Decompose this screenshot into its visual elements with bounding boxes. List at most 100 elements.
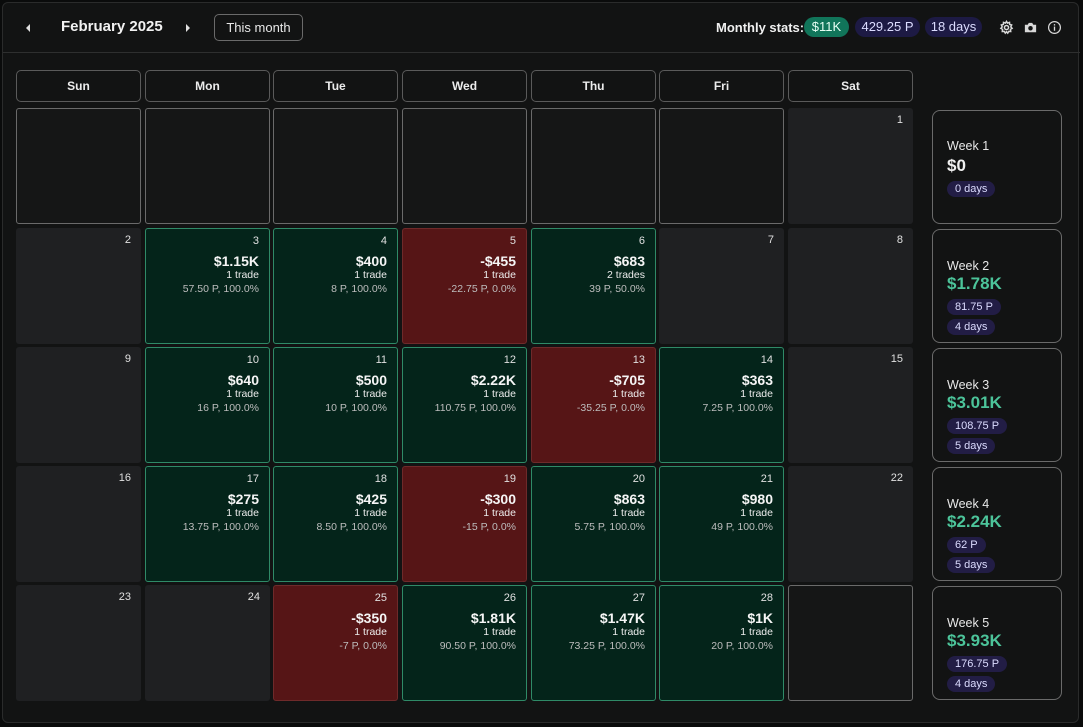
week-points-badge: 62 P xyxy=(947,537,986,553)
this-month-button[interactable]: This month xyxy=(214,14,303,41)
day-trade-count: 1 trade xyxy=(354,626,387,638)
day-number: 6 xyxy=(638,235,645,247)
week-summary-card: Week 3 $3.01K 108.75 P 5 days xyxy=(932,348,1062,462)
day-trade-count: 1 trade xyxy=(226,507,259,519)
day-cell[interactable]: 26 $1.81K 1 trade 90.50 P, 100.0% xyxy=(402,585,527,701)
day-points-winrate: -7 P, 0.0% xyxy=(339,640,387,652)
week-pnl: $3.93K xyxy=(947,631,1002,650)
day-trade-count: 1 trade xyxy=(740,507,773,519)
day-cell[interactable]: 14 $363 1 trade 7.25 P, 100.0% xyxy=(659,347,784,463)
day-pnl: $863 xyxy=(613,491,645,507)
day-pnl: -$300 xyxy=(480,491,516,507)
day-cell[interactable]: 12 $2.22K 1 trade 110.75 P, 100.0% xyxy=(402,347,527,463)
day-cell[interactable]: 6 $683 2 trades 39 P, 50.0% xyxy=(531,228,656,344)
day-pnl: $1.15K xyxy=(213,253,259,269)
camera-icon[interactable] xyxy=(1023,20,1038,35)
day-number: 11 xyxy=(375,354,387,366)
empty-day-cell xyxy=(788,585,913,701)
info-icon[interactable] xyxy=(1047,20,1062,35)
day-points-winrate: 8.50 P, 100.0% xyxy=(316,521,387,533)
day-pnl: $275 xyxy=(227,491,259,507)
day-cell[interactable]: 13 -$705 1 trade -35.25 P, 0.0% xyxy=(531,347,656,463)
day-cell[interactable]: 21 $980 1 trade 49 P, 100.0% xyxy=(659,466,784,582)
day-trade-count: 1 trade xyxy=(354,388,387,400)
day-number: 17 xyxy=(246,473,259,485)
day-trade-count: 1 trade xyxy=(483,507,516,519)
day-number: 19 xyxy=(503,473,516,485)
week-pnl: $1.78K xyxy=(947,274,1002,293)
day-cell[interactable]: 3 $1.15K 1 trade 57.50 P, 100.0% xyxy=(145,228,270,344)
day-number: 4 xyxy=(380,235,387,247)
day-number: 28 xyxy=(760,592,773,604)
day-points-winrate: 49 P, 100.0% xyxy=(711,521,773,533)
next-month-arrow-icon[interactable] xyxy=(181,20,195,36)
day-points-winrate: 5.75 P, 100.0% xyxy=(574,521,645,533)
day-pnl: $2.22K xyxy=(470,372,516,388)
day-pnl: $1.81K xyxy=(470,610,516,626)
day-points-winrate: 90.50 P, 100.0% xyxy=(439,640,516,652)
day-points-winrate: 39 P, 50.0% xyxy=(589,283,645,295)
day-number: 16 xyxy=(118,472,131,484)
day-cell[interactable]: 15 xyxy=(788,347,913,463)
day-cell[interactable]: 1 xyxy=(788,108,913,224)
day-cell[interactable]: 22 xyxy=(788,466,913,582)
day-cell[interactable]: 20 $863 1 trade 5.75 P, 100.0% xyxy=(531,466,656,582)
day-number: 8 xyxy=(896,234,903,246)
day-cell[interactable]: 10 $640 1 trade 16 P, 100.0% xyxy=(145,347,270,463)
day-trade-count: 1 trade xyxy=(354,507,387,519)
day-points-winrate: -15 P, 0.0% xyxy=(462,521,516,533)
day-trade-count: 1 trade xyxy=(483,388,516,400)
day-pnl: -$705 xyxy=(609,372,645,388)
day-cell[interactable]: 17 $275 1 trade 13.75 P, 100.0% xyxy=(145,466,270,582)
week-days-badge: 4 days xyxy=(947,676,996,692)
empty-day-cell xyxy=(145,108,270,224)
day-trade-count: 1 trade xyxy=(612,507,645,519)
day-trade-count: 1 trade xyxy=(483,626,516,638)
day-cell[interactable]: 5 -$455 1 trade -22.75 P, 0.0% xyxy=(402,228,527,344)
day-number: 12 xyxy=(503,354,516,366)
day-number: 2 xyxy=(124,234,131,246)
day-cell[interactable]: 28 $1K 1 trade 20 P, 100.0% xyxy=(659,585,784,701)
month-title: February 2025 xyxy=(61,18,163,35)
day-points-winrate: 20 P, 100.0% xyxy=(711,640,773,652)
day-points-winrate: 73.25 P, 100.0% xyxy=(568,640,645,652)
day-cell[interactable]: 18 $425 1 trade 8.50 P, 100.0% xyxy=(273,466,398,582)
gear-icon[interactable] xyxy=(999,20,1014,35)
prev-month-arrow-icon[interactable] xyxy=(21,20,35,36)
day-cell[interactable]: 11 $500 1 trade 10 P, 100.0% xyxy=(273,347,398,463)
day-pnl: -$455 xyxy=(480,253,516,269)
day-cell[interactable]: 16 xyxy=(16,466,141,582)
day-pnl: $980 xyxy=(741,491,773,507)
week-label: Week 1 xyxy=(947,139,990,153)
week-pnl: $3.01K xyxy=(947,393,1002,412)
day-cell[interactable]: 23 xyxy=(16,585,141,701)
day-cell[interactable]: 7 xyxy=(659,228,784,344)
weekday-header-sat: Sat xyxy=(788,70,913,102)
day-cell[interactable]: 27 $1.47K 1 trade 73.25 P, 100.0% xyxy=(531,585,656,701)
day-cell[interactable]: 8 xyxy=(788,228,913,344)
empty-day-cell xyxy=(531,108,656,224)
day-points-winrate: 57.50 P, 100.0% xyxy=(182,283,259,295)
empty-day-cell xyxy=(402,108,527,224)
day-cell[interactable]: 9 xyxy=(16,347,141,463)
day-cell[interactable]: 25 -$350 1 trade -7 P, 0.0% xyxy=(273,585,398,701)
day-trade-count: 1 trade xyxy=(226,388,259,400)
week-days-badge: 5 days xyxy=(947,438,996,454)
day-points-winrate: 13.75 P, 100.0% xyxy=(182,521,259,533)
week-pnl: $2.24K xyxy=(947,512,1002,531)
day-number: 9 xyxy=(124,353,131,365)
day-number: 5 xyxy=(509,235,516,247)
week-label: Week 2 xyxy=(947,259,990,273)
day-points-winrate: 16 P, 100.0% xyxy=(197,402,259,414)
week-points-badge: 81.75 P xyxy=(947,299,1001,315)
day-cell[interactable]: 4 $400 1 trade 8 P, 100.0% xyxy=(273,228,398,344)
day-number: 14 xyxy=(760,354,773,366)
day-cell[interactable]: 19 -$300 1 trade -15 P, 0.0% xyxy=(402,466,527,582)
day-number: 21 xyxy=(760,473,773,485)
week-summary-card: Week 1 $0 0 days xyxy=(932,110,1062,224)
monthly-points-badge: 429.25 P xyxy=(855,17,920,37)
day-cell[interactable]: 2 xyxy=(16,228,141,344)
day-cell[interactable]: 24 xyxy=(145,585,270,701)
weekday-header-thu: Thu xyxy=(531,70,656,102)
